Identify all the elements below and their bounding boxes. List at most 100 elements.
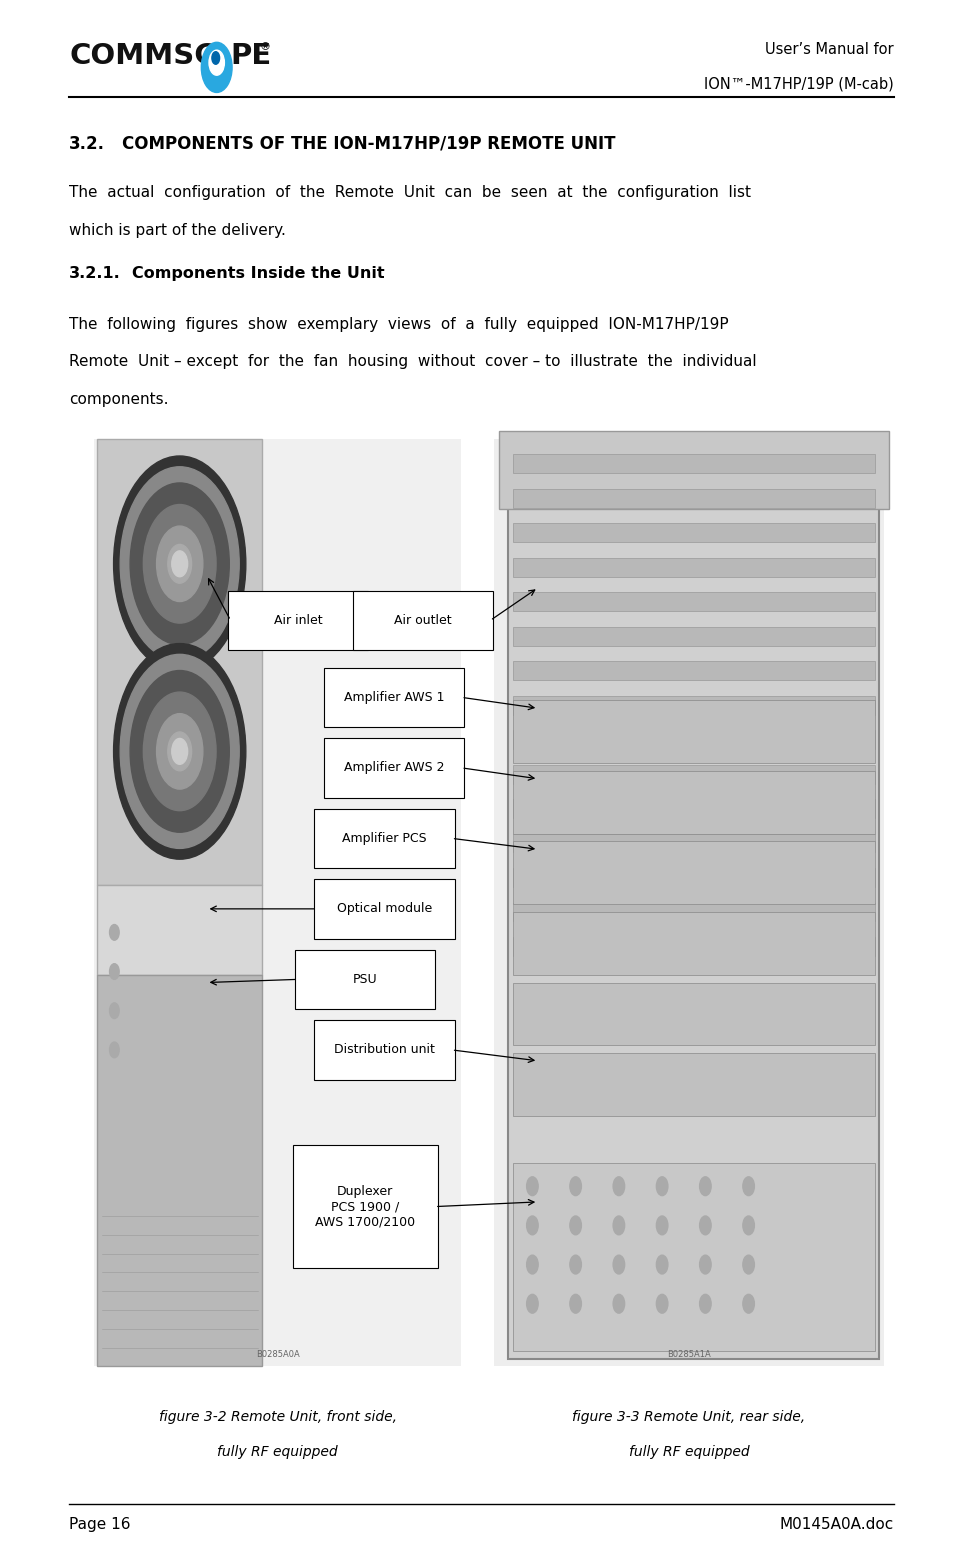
Circle shape (570, 1177, 581, 1196)
FancyBboxPatch shape (295, 950, 435, 1009)
FancyBboxPatch shape (513, 771, 875, 834)
Text: Amplifier PCS: Amplifier PCS (342, 832, 427, 845)
Circle shape (700, 1294, 711, 1313)
FancyBboxPatch shape (513, 661, 875, 680)
Text: Remote  Unit – except  for  the  fan  housing  without  cover – to  illustrate  : Remote Unit – except for the fan housing… (69, 354, 757, 370)
Circle shape (172, 552, 187, 577)
FancyBboxPatch shape (513, 523, 875, 542)
Text: figure 3-2 Remote Unit, front side,: figure 3-2 Remote Unit, front side, (159, 1410, 397, 1424)
FancyBboxPatch shape (513, 868, 875, 887)
Text: Optical module: Optical module (336, 903, 432, 915)
Circle shape (157, 527, 203, 602)
Text: 3.2.1.: 3.2.1. (69, 266, 121, 282)
Text: Distribution unit: Distribution unit (334, 1044, 434, 1056)
Text: ®: ® (259, 42, 270, 52)
FancyBboxPatch shape (228, 591, 368, 650)
Text: fully RF equipped: fully RF equipped (628, 1445, 750, 1459)
Circle shape (700, 1216, 711, 1235)
Text: Page 16: Page 16 (69, 1517, 131, 1533)
Circle shape (527, 1177, 538, 1196)
Circle shape (130, 483, 230, 644)
Circle shape (143, 693, 216, 810)
FancyBboxPatch shape (513, 903, 875, 921)
Circle shape (613, 1294, 625, 1313)
Text: COMPONENTS OF THE ION-M17HP/19P REMOTE UNIT: COMPONENTS OF THE ION-M17HP/19P REMOTE U… (122, 135, 616, 152)
Text: The  actual  configuration  of  the  Remote  Unit  can  be  seen  at  the  confi: The actual configuration of the Remote U… (69, 185, 752, 201)
Text: Air outlet: Air outlet (394, 614, 452, 627)
Circle shape (168, 544, 191, 583)
Text: B0285A1A: B0285A1A (667, 1349, 711, 1359)
FancyBboxPatch shape (314, 809, 455, 868)
Circle shape (570, 1294, 581, 1313)
FancyBboxPatch shape (97, 975, 262, 1366)
FancyBboxPatch shape (314, 879, 455, 939)
FancyBboxPatch shape (513, 765, 875, 784)
Text: PSU: PSU (353, 973, 378, 986)
Circle shape (209, 50, 224, 75)
Text: ION™-M17HP/19P (M-cab): ION™-M17HP/19P (M-cab) (704, 77, 894, 92)
Circle shape (743, 1255, 754, 1274)
FancyBboxPatch shape (513, 489, 875, 508)
Text: 3.2.: 3.2. (69, 135, 105, 152)
FancyBboxPatch shape (97, 439, 262, 885)
Text: Components Inside the Unit: Components Inside the Unit (132, 266, 384, 282)
FancyBboxPatch shape (513, 592, 875, 611)
Circle shape (130, 671, 230, 832)
FancyBboxPatch shape (353, 591, 493, 650)
Circle shape (527, 1216, 538, 1235)
Text: components.: components. (69, 392, 169, 407)
Circle shape (110, 964, 119, 979)
FancyBboxPatch shape (513, 983, 875, 1045)
Text: PE: PE (231, 42, 272, 71)
Text: which is part of the delivery.: which is part of the delivery. (69, 223, 286, 238)
Circle shape (570, 1216, 581, 1235)
FancyBboxPatch shape (324, 738, 464, 798)
FancyBboxPatch shape (513, 627, 875, 646)
Circle shape (172, 738, 187, 765)
Circle shape (527, 1255, 538, 1274)
Circle shape (613, 1255, 625, 1274)
Circle shape (743, 1177, 754, 1196)
Text: Amplifier AWS 1: Amplifier AWS 1 (344, 691, 444, 704)
Circle shape (113, 456, 246, 672)
Circle shape (613, 1177, 625, 1196)
Text: Duplexer
PCS 1900 /
AWS 1700/2100: Duplexer PCS 1900 / AWS 1700/2100 (315, 1185, 415, 1229)
Text: User’s Manual for: User’s Manual for (765, 42, 894, 58)
FancyBboxPatch shape (97, 885, 262, 975)
FancyBboxPatch shape (513, 937, 875, 956)
Text: fully RF equipped: fully RF equipped (217, 1445, 338, 1459)
Text: COMMSC: COMMSC (69, 42, 216, 71)
Circle shape (743, 1294, 754, 1313)
Circle shape (143, 505, 216, 624)
FancyBboxPatch shape (513, 730, 875, 749)
Text: The  following  figures  show  exemplary  views  of  a  fully  equipped  ION-M17: The following figures show exemplary vie… (69, 317, 728, 332)
Text: Amplifier AWS 2: Amplifier AWS 2 (344, 762, 444, 774)
Circle shape (110, 925, 119, 940)
FancyBboxPatch shape (513, 841, 875, 904)
Circle shape (613, 1216, 625, 1235)
FancyBboxPatch shape (314, 1020, 455, 1080)
FancyBboxPatch shape (494, 439, 884, 1366)
Text: figure 3-3 Remote Unit, rear side,: figure 3-3 Remote Unit, rear side, (573, 1410, 805, 1424)
Circle shape (570, 1255, 581, 1274)
Circle shape (656, 1255, 668, 1274)
FancyBboxPatch shape (499, 431, 889, 509)
Text: B0285A0A: B0285A0A (256, 1349, 300, 1359)
Circle shape (700, 1255, 711, 1274)
Circle shape (110, 1042, 119, 1058)
Circle shape (656, 1294, 668, 1313)
FancyBboxPatch shape (513, 1163, 875, 1351)
Text: Air inlet: Air inlet (274, 614, 322, 627)
Circle shape (211, 52, 219, 64)
Circle shape (113, 644, 246, 859)
FancyBboxPatch shape (513, 558, 875, 577)
Circle shape (743, 1216, 754, 1235)
FancyBboxPatch shape (513, 696, 875, 715)
Circle shape (157, 713, 203, 790)
FancyBboxPatch shape (513, 834, 875, 852)
Circle shape (527, 1294, 538, 1313)
Circle shape (202, 42, 233, 92)
Circle shape (120, 467, 239, 661)
FancyBboxPatch shape (513, 912, 875, 975)
FancyBboxPatch shape (94, 439, 461, 1366)
